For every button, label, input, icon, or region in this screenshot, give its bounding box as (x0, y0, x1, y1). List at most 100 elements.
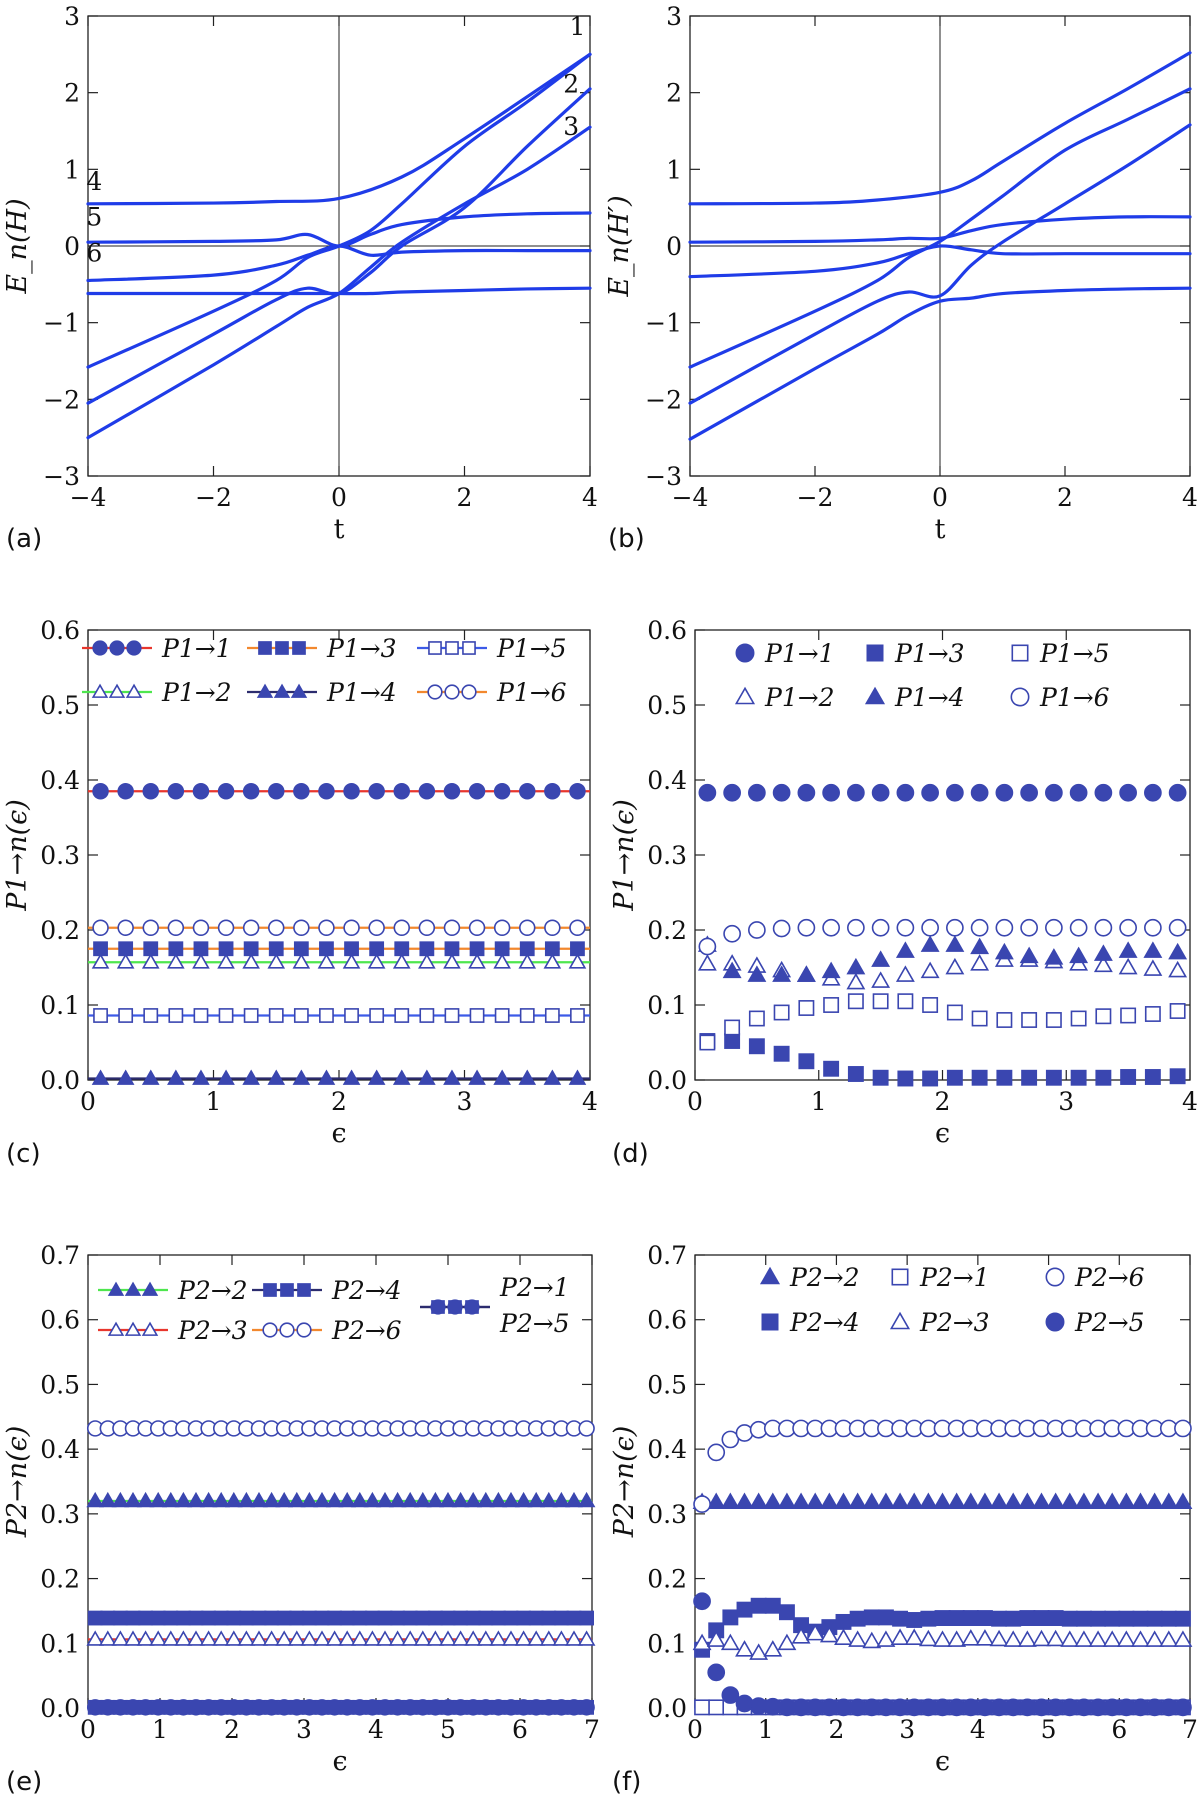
data-point (722, 961, 742, 979)
data-point (267, 953, 286, 969)
data-point (390, 1610, 405, 1626)
data-point (514, 1491, 533, 1508)
legend-item: P1→4 (864, 683, 965, 712)
data-point (161, 1491, 180, 1508)
data-point (720, 1633, 740, 1651)
data-point (897, 1070, 914, 1087)
data-point (478, 1610, 494, 1626)
data-point (111, 1491, 130, 1508)
legend-label: P2→5 (1074, 1308, 1145, 1337)
data-point (996, 1012, 1013, 1028)
data-point (777, 1492, 797, 1510)
data-point (116, 953, 135, 969)
legend-marker (107, 1281, 125, 1296)
legend-item: P1→3 (247, 634, 397, 663)
data-point (918, 1492, 938, 1510)
legend-item: P2→4 (761, 1308, 860, 1337)
data-point (118, 1008, 134, 1023)
data-point (519, 941, 535, 957)
data-point (267, 1069, 286, 1085)
series-P1→4 (88, 1069, 590, 1085)
series-P2→5 (86, 1699, 595, 1716)
data-point (418, 1069, 436, 1085)
curve-label: 1 (569, 12, 585, 41)
y-tick-label: 0.5 (647, 1370, 687, 1399)
data-point (578, 1420, 595, 1437)
data-point (694, 1699, 711, 1716)
data-point (493, 783, 511, 800)
x-tick-label: 4 (970, 1715, 986, 1744)
data-point (451, 1491, 470, 1508)
data-point (339, 1610, 355, 1626)
data-point (187, 1491, 205, 1508)
series-P1→2 (88, 953, 590, 969)
series-P2→4 (694, 1597, 1191, 1658)
data-point (419, 1008, 435, 1023)
panel-label: (c) (6, 1139, 41, 1169)
data-point (1070, 1069, 1087, 1086)
data-point (1074, 1630, 1094, 1647)
data-point (116, 1069, 135, 1085)
data-point (242, 783, 260, 800)
data-point (897, 993, 914, 1010)
legend-marker (447, 1299, 463, 1315)
data-point (1102, 1492, 1122, 1510)
data-point (518, 1069, 537, 1085)
data-point (819, 1625, 839, 1643)
data-point (426, 1630, 445, 1646)
data-point (877, 1609, 894, 1626)
data-point (343, 783, 360, 800)
data-point (192, 783, 210, 800)
data-point (1143, 941, 1163, 958)
data-point (264, 1610, 279, 1626)
y-tick-label: 0.2 (40, 916, 80, 945)
data-point (318, 783, 335, 800)
series-line-3 (688, 123, 1192, 405)
data-point (772, 919, 791, 938)
data-point (1045, 1012, 1062, 1028)
data-point (292, 1069, 311, 1085)
curve-label: 2 (563, 70, 579, 99)
x-axis-label: t (935, 514, 946, 545)
data-point (544, 919, 561, 936)
data-point (995, 918, 1014, 937)
data-point (98, 1630, 117, 1646)
x-axis-label: ϵ (331, 1118, 346, 1149)
chart-c: 0 1 2 3 4 0.0 0.1 0.2 0.3 0.4 0.5 0.6 ϵ P1→n(ϵ) (c) P1→… (2, 616, 598, 1169)
legend-item: P2→5 (420, 1299, 570, 1338)
legend-label: P1→1 (161, 634, 232, 663)
data-point (453, 1610, 468, 1626)
data-point (86, 1491, 105, 1508)
y-tick-label: 0.0 (40, 1694, 80, 1723)
data-point (1044, 948, 1064, 965)
data-point (579, 1610, 594, 1626)
y-tick-label: −2 (43, 385, 80, 414)
legend-label: P2→6 (331, 1316, 402, 1345)
legend-label: P2→3 (177, 1316, 248, 1345)
data-point (920, 961, 940, 979)
data-point (996, 1069, 1013, 1086)
data-point (242, 1069, 260, 1085)
legend-marker (108, 683, 126, 698)
data-point (300, 1491, 319, 1508)
data-point (268, 1008, 284, 1023)
data-point (1144, 1006, 1161, 1022)
y-tick-label: 0.3 (40, 841, 80, 870)
y-axis-label: E_n(H′) (604, 195, 635, 297)
data-point (1143, 959, 1163, 976)
data-point (213, 1610, 229, 1626)
data-point (798, 1053, 815, 1070)
data-point (262, 1630, 281, 1646)
data-point (427, 1610, 443, 1626)
data-point (443, 919, 461, 936)
data-point (544, 783, 561, 800)
x-tick-label: 4 (1182, 483, 1198, 512)
data-point (514, 1630, 533, 1646)
data-point (287, 1491, 306, 1508)
series-P2→6 (86, 1420, 595, 1437)
data-point (314, 1610, 330, 1626)
series-P2→2 (692, 1492, 1193, 1510)
data-point (93, 1008, 108, 1023)
data-point (946, 1004, 963, 1021)
data-point (490, 1610, 506, 1626)
